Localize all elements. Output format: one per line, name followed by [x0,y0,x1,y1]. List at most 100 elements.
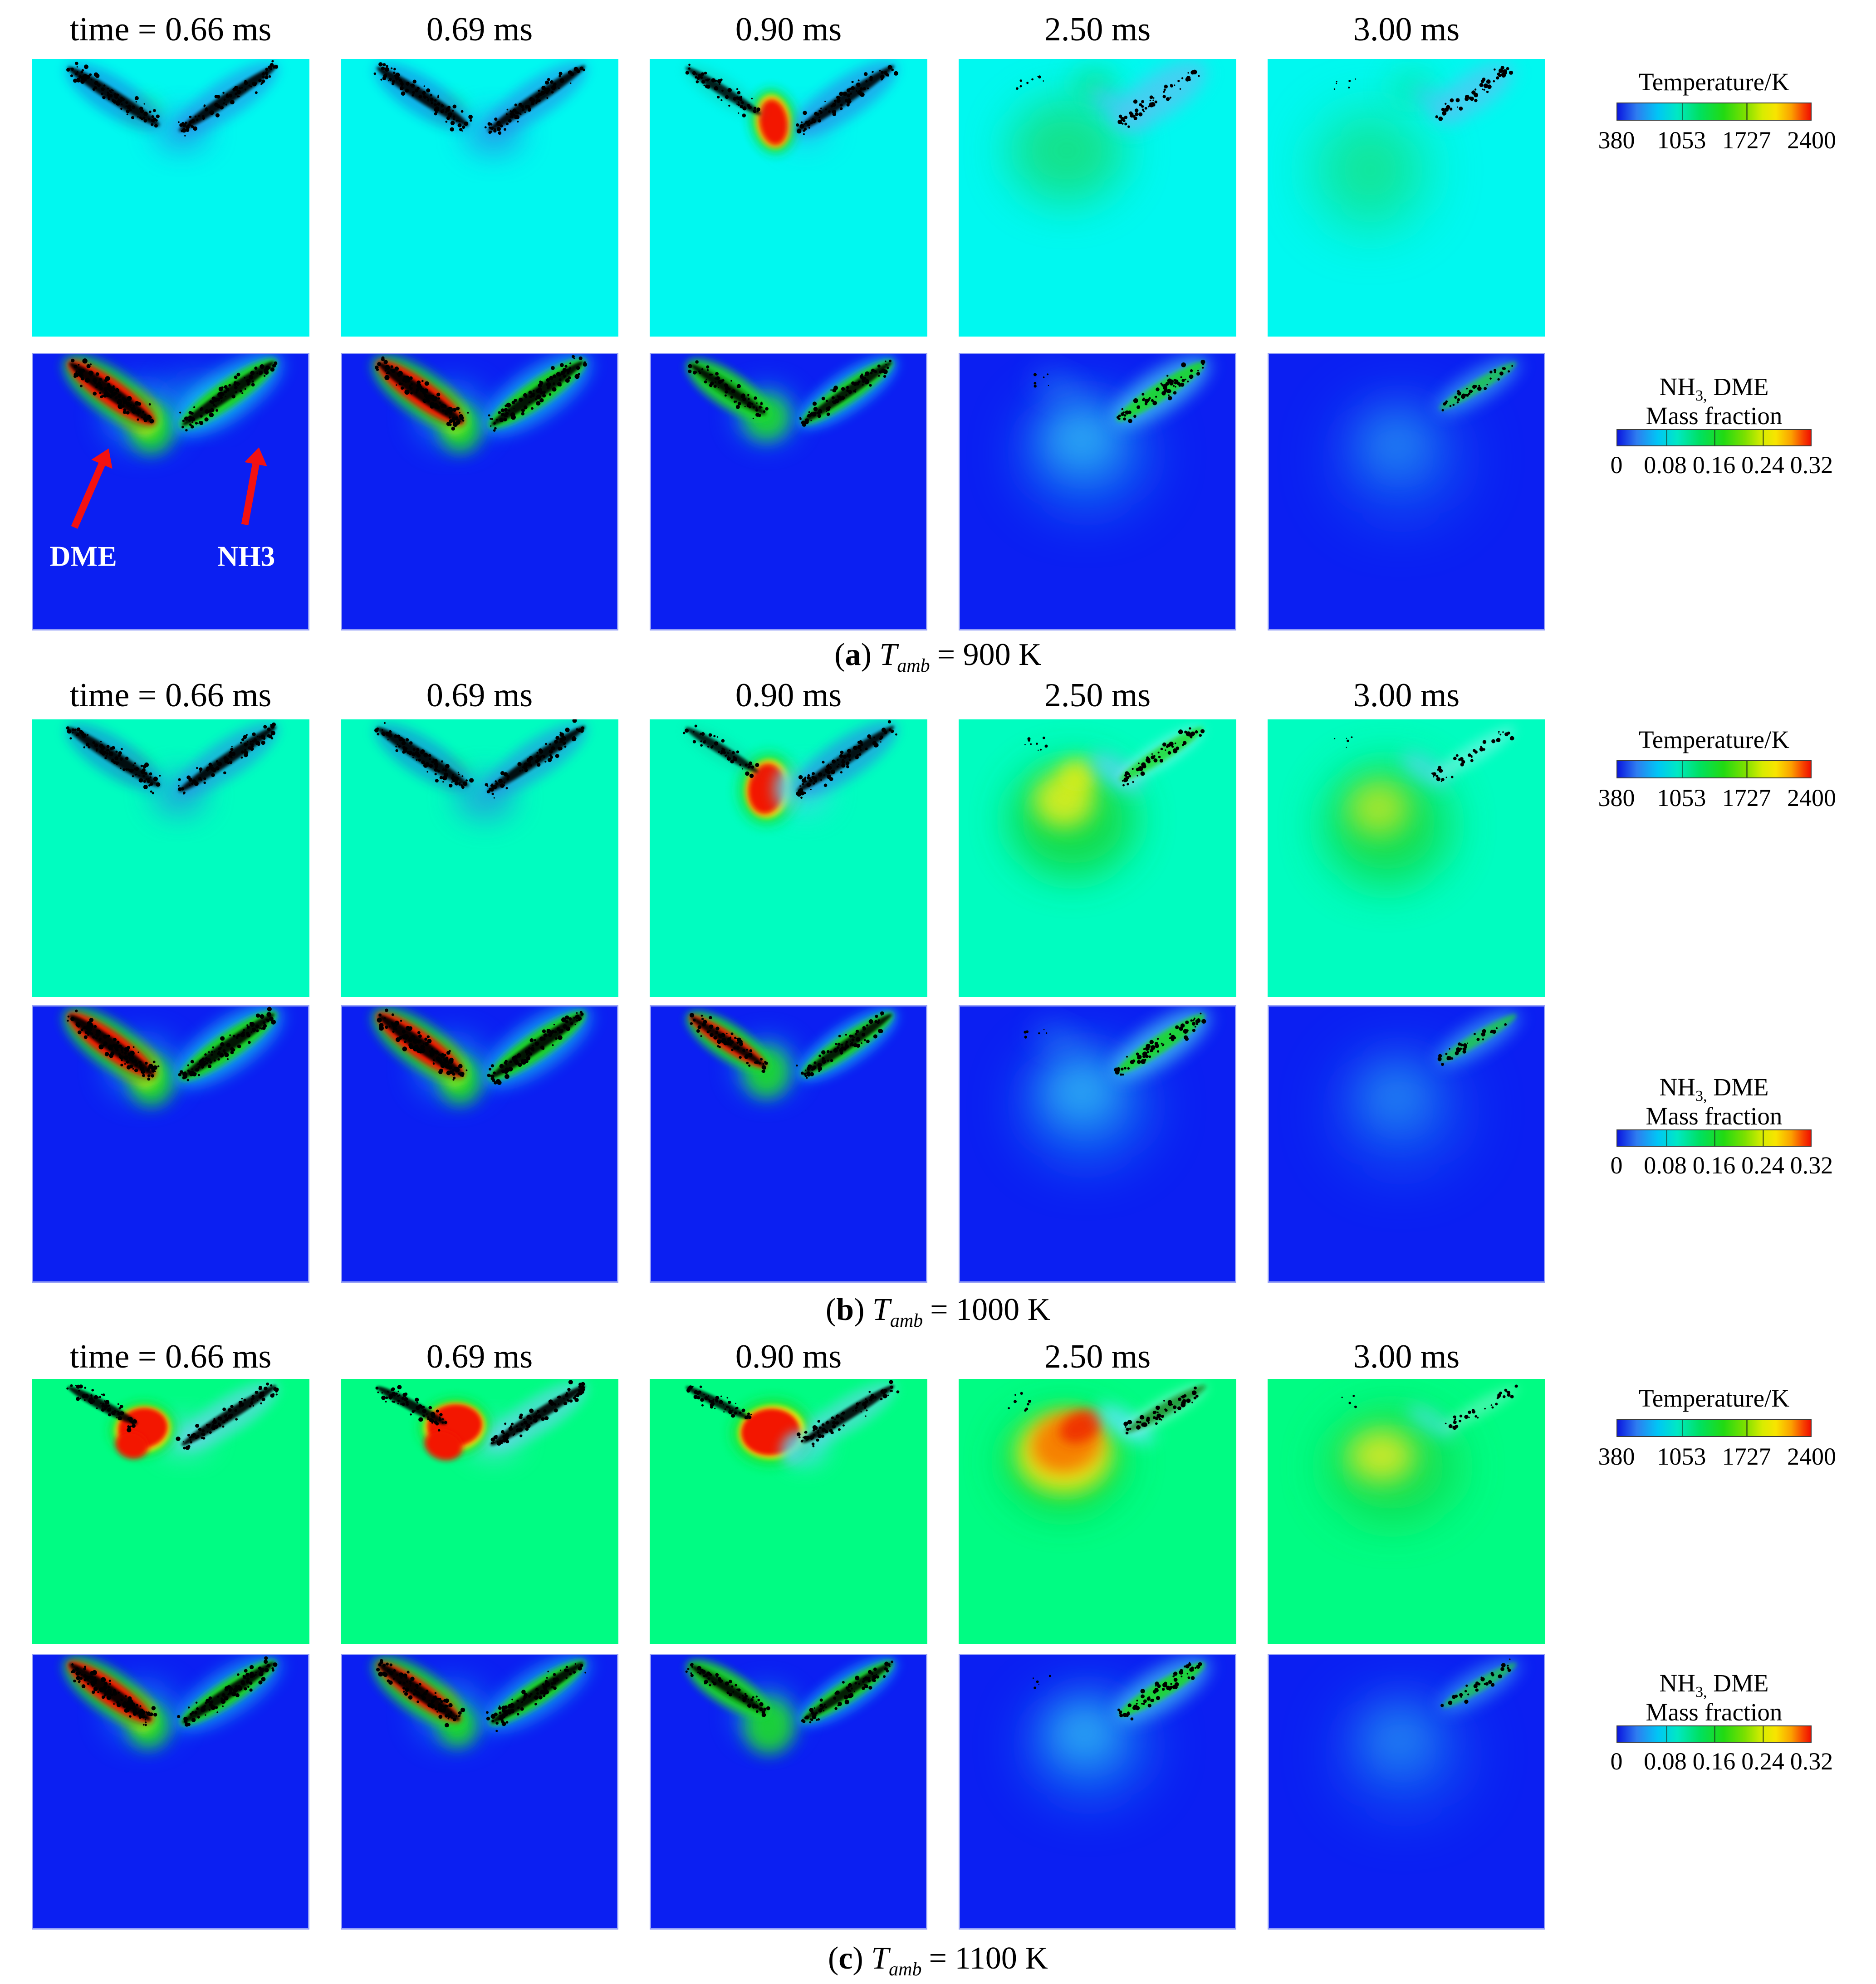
temperature-colorbar-ticks: 380 1053 1727 2400 [1598,1442,1837,1471]
mass-colorbar-title: Mass fraction [1646,1102,1783,1130]
time-header: 2.50 ms [1044,11,1151,48]
spray-particles [66,61,160,128]
temperature-contour-a-t0 [32,59,309,337]
mass-fraction-contour-c-t0 [32,1654,309,1930]
tick-label: 2400 [1787,127,1836,154]
tick-label: 0.08 [1644,1748,1687,1775]
spray-particles [487,1011,584,1085]
time-header: 3.00 ms [1353,11,1460,48]
time-header-row-a: time = 0.66 ms 0.69 ms 0.90 ms 2.50 ms 3… [0,9,1574,50]
mass-colorbar-title: Mass fraction [1646,1698,1783,1726]
mass-fraction-contour-a-t2 [650,353,927,630]
spray-particles [178,1007,276,1081]
spray-particles [486,1663,587,1732]
temperature-contour-b-t3 [959,719,1236,997]
time-header: 0.69 ms [426,11,533,48]
tick-label: 0.16 [1692,1152,1736,1179]
temperature-colorbar [1616,760,1812,778]
mass-fraction-contour-b-t1 [341,1005,618,1283]
tick-label: 380 [1598,127,1635,154]
mass-fraction-colorbar-ticks: 0 0.08 0.16 0.24 0.32 [1611,1747,1833,1776]
spray-particles [1431,731,1514,782]
stray-droplets [1016,75,1044,90]
tick-label: 2400 [1787,1443,1836,1470]
tick-label: 1727 [1722,1443,1771,1470]
time-header: time = 0.66 ms [69,1338,272,1375]
spray-particles [1116,359,1205,423]
temperature-contour-a-t1 [341,59,618,337]
panel-caption-c: (c) Tamb = 1100 K [828,1941,1048,1980]
mass-colorbar-title-species: NH3, DME [1659,373,1769,404]
mass-fraction-contour-a-t0: DME NH3 [32,353,309,630]
spray-particles [1441,365,1514,411]
spray-particles [484,66,586,135]
time-header: 2.50 ms [1044,1338,1151,1375]
time-header-row-b: time = 0.66 ms 0.69 ms 0.90 ms 2.50 ms 3… [0,675,1574,716]
mass-fraction-contour-c-t3 [959,1654,1236,1930]
spray-particles [66,726,161,795]
mass-fraction-contour-a-t3 [959,353,1236,630]
spray-particles [1440,1658,1511,1707]
mass-fraction-contour-b-t0 [32,1005,309,1283]
tick-label: 1053 [1657,784,1706,811]
temperature-contour-a-t3 [959,59,1236,337]
spray-particles [799,359,892,427]
spray-particles [485,719,585,799]
spray-particles [1117,1661,1202,1720]
temperature-contour-c-t0 [32,1379,309,1644]
mass-fraction-contour-b-t3 [959,1005,1236,1283]
time-header: 0.69 ms [426,677,533,714]
mass-fraction-contour-b-t4 [1268,1005,1545,1283]
spray-particles [686,1385,752,1419]
spray-particles [488,355,588,432]
spray-particles [373,62,473,132]
stray-droplets [1341,1395,1357,1408]
stray-droplets [1033,373,1049,388]
mass-colorbar-title-species: NH3, DME [1659,1669,1769,1701]
spray-particles [1437,1023,1507,1066]
spray-particles [1445,1384,1518,1430]
spray-particles [796,65,898,135]
temperature-contour-a-t2 [650,59,927,337]
nh3-label: NH3 [217,540,275,572]
spray-particles [801,1660,894,1724]
tick-label: 0.24 [1741,1748,1784,1775]
stray-droplets [1024,736,1048,751]
spray-particles [796,1011,884,1079]
spray-particles [1123,1386,1199,1435]
tick-label: 0.08 [1644,1152,1687,1179]
spray-particles [376,1659,465,1728]
temperature-colorbar [1616,1419,1812,1437]
spray-particles [688,360,769,419]
spray-particles [178,722,276,795]
panel-caption-a: (a) Tamb = 900 K [834,637,1042,676]
tick-label: 0.24 [1741,1152,1784,1179]
dme-arrow-icon [71,448,113,529]
spray-particles [685,1663,770,1717]
mass-fraction-contour-b-t2 [650,1005,927,1283]
dme-label: DME [49,540,117,572]
mass-colorbar-title: Mass fraction [1646,402,1783,430]
mass-fraction-contour-a-t4 [1268,353,1545,630]
mass-fraction-contour-c-t2 [650,1654,927,1930]
tick-label: 0 [1610,1748,1623,1775]
tick-label: 0 [1610,451,1623,479]
mass-fraction-colorbar [1616,429,1812,446]
time-header: 0.90 ms [735,11,842,48]
spray-particles [66,1384,137,1432]
spray-particles [375,1385,447,1432]
spray-particles [683,724,759,778]
tick-label: 2400 [1787,784,1836,811]
temperature-colorbar-title: Temperature/K [1638,726,1790,753]
spray-particles [375,356,469,431]
nh3-arrow-icon [241,447,267,526]
spray-particles [178,60,279,137]
spray-particles [796,720,897,799]
tick-label: 0.08 [1644,451,1687,479]
tick-label: 1727 [1722,784,1771,811]
time-header-row-c: time = 0.66 ms 0.69 ms 0.90 ms 2.50 ms 3… [0,1336,1574,1377]
spray-particles [1122,727,1205,787]
time-header: 0.90 ms [735,677,842,714]
temperature-contour-c-t1 [341,1379,618,1644]
mass-fraction-contour-c-t4 [1268,1654,1545,1930]
